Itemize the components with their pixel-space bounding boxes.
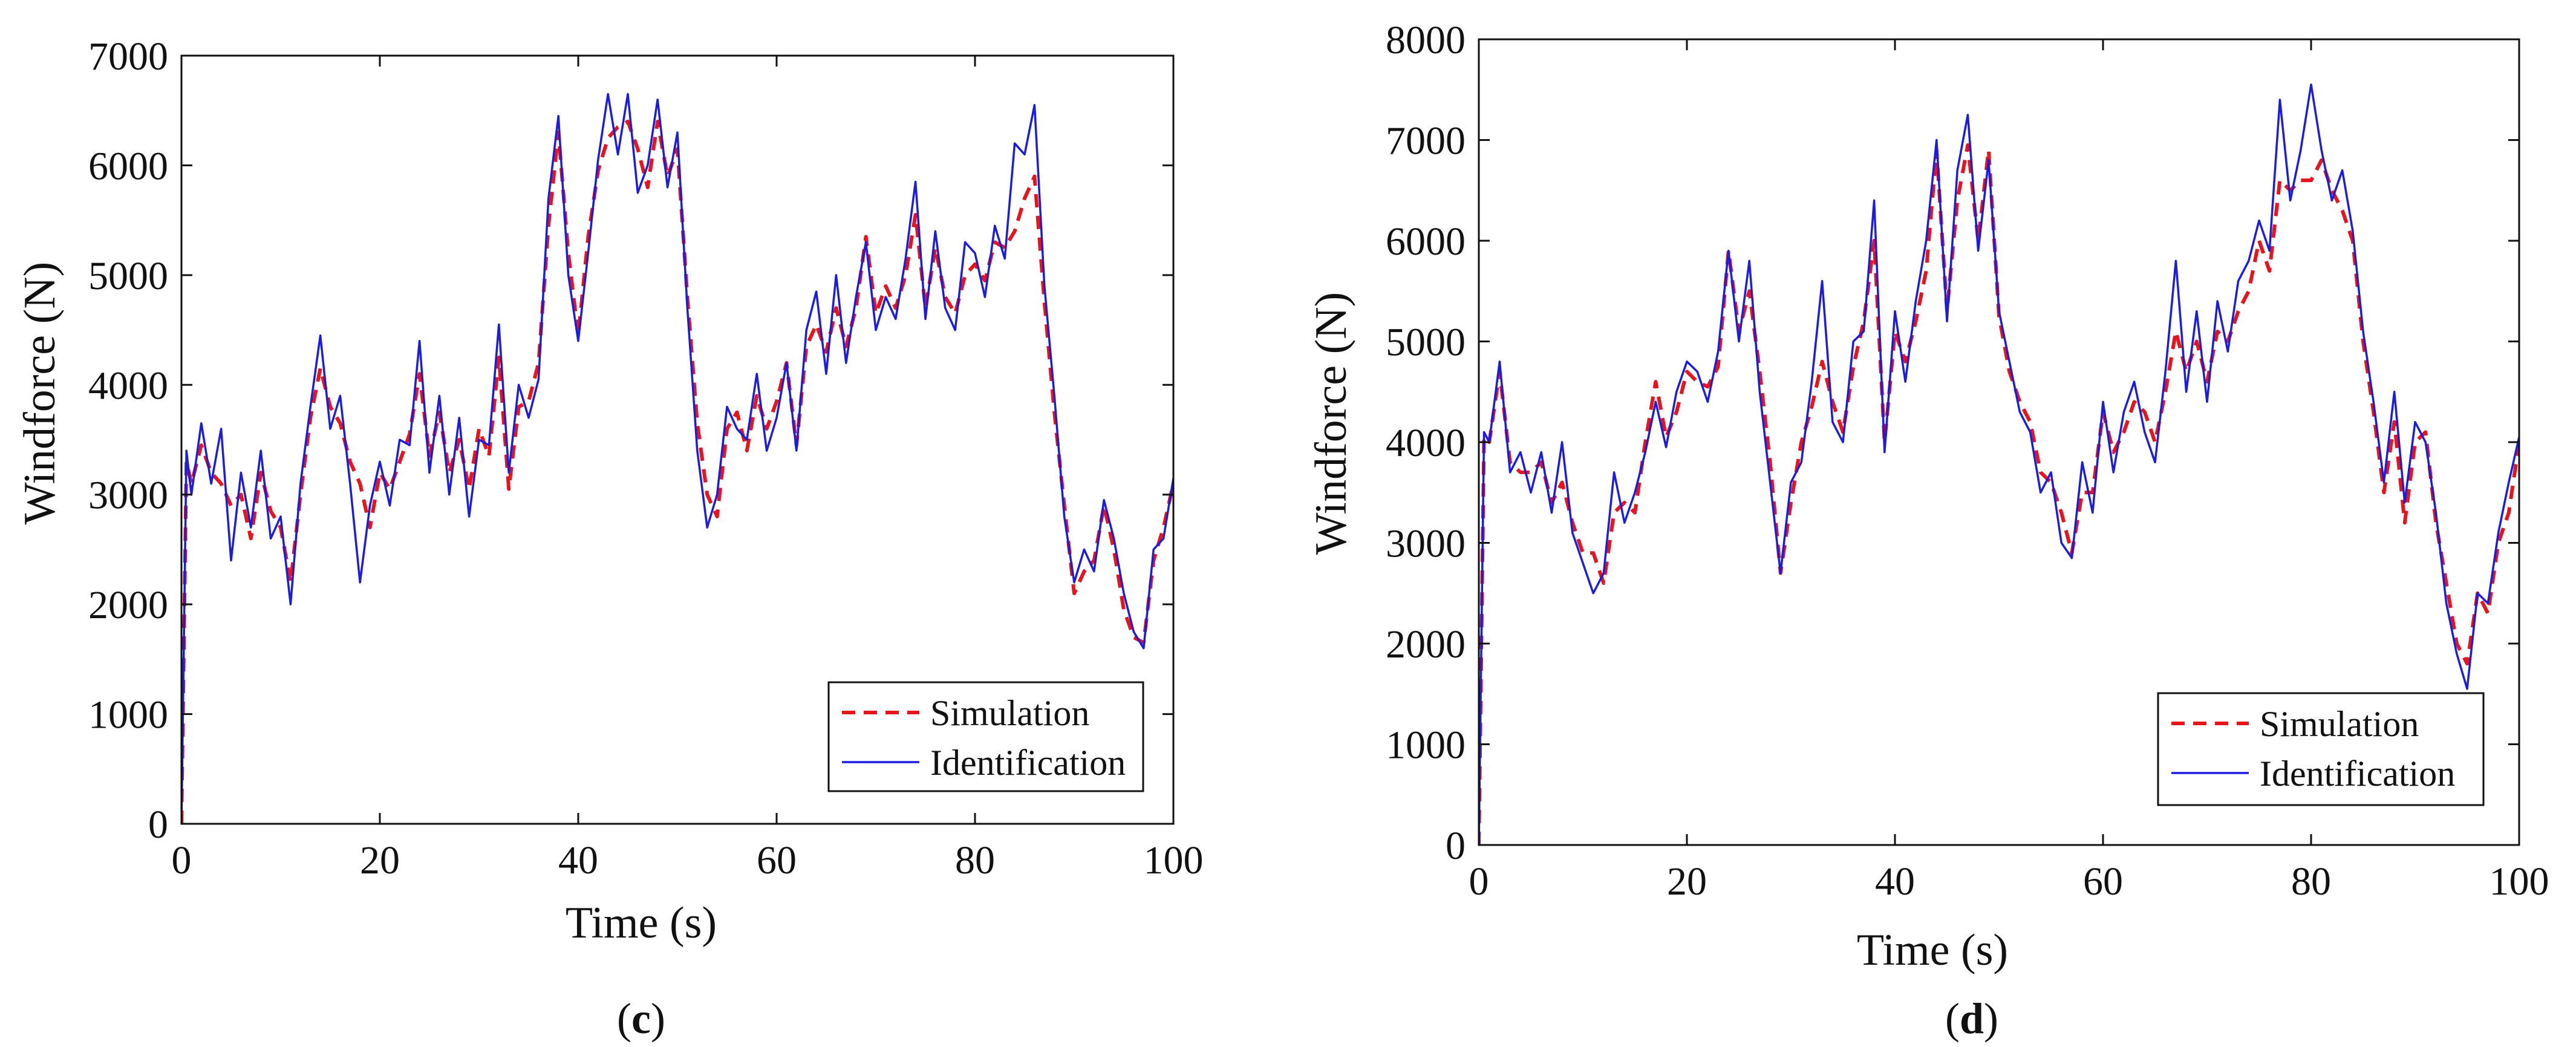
legend-label-simulation-c: Simulation [930, 693, 1089, 733]
y-axis-label-c: Windforce (N) [15, 262, 65, 525]
legend-c: Simulation Identification [827, 681, 1144, 792]
panel-letter-c: c [631, 994, 651, 1043]
y-tick-label-d: 5000 [1386, 321, 1466, 365]
x-tick-label-c: 20 [360, 838, 400, 882]
x-axis-label-d: Time (s) [1857, 925, 2008, 975]
y-tick-label-d: 3000 [1386, 522, 1466, 566]
y-tick-label-c: 3000 [88, 474, 168, 518]
x-tick-label-c: 60 [757, 838, 797, 882]
plot-area-d: 0 20 40 60 80 1000100020003000400050006000700… [1386, 18, 2549, 904]
y-tick-label-c: 7000 [88, 34, 168, 79]
series-line-simulation-d [1479, 143, 2519, 845]
y-tick-label-d: 1000 [1386, 723, 1466, 768]
x-tick-label-d: 20 [1667, 859, 1707, 904]
y-tick-label-c: 0 [148, 803, 168, 847]
y-tick-label-d: 8000 [1386, 18, 1466, 62]
legend-label-identification-c: Identification [930, 743, 1126, 783]
panel-label-c: (c) [617, 994, 665, 1043]
panel-label-d: (d) [1945, 994, 1998, 1043]
y-tick-label-d: 2000 [1386, 622, 1466, 667]
x-tick-label-d: 80 [2291, 859, 2331, 904]
y-tick-label-c: 4000 [88, 364, 168, 408]
legend-box-c [827, 681, 1144, 792]
plot-area-c: 0 20 40 60 80 1000100020003000400050006000700… [88, 34, 1204, 882]
x-tick-label-c: 100 [1144, 838, 1204, 882]
y-axis-label-d: Windforce (N) [1306, 292, 1356, 555]
series-line-identification-c [181, 93, 1173, 824]
x-tick-label-c: 40 [558, 838, 598, 882]
x-tick-label-d: 100 [2490, 859, 2549, 904]
x-tick-label-c: 0 [172, 838, 192, 882]
chart-panel-d: 0 20 40 60 80 1000100020003000400050006000700… [1306, 18, 2549, 1043]
y-tick-label-d: 7000 [1386, 119, 1466, 163]
axes-box-c [180, 54, 1175, 825]
panel-letter-d: d [1960, 994, 1984, 1043]
x-axis-label-c: Time (s) [566, 898, 717, 948]
y-tick-label-c: 2000 [88, 583, 168, 627]
y-tick-label-d: 4000 [1386, 421, 1466, 465]
legend-d: Simulation Identification [2157, 692, 2485, 806]
legend-label-simulation-d: Simulation [2260, 704, 2419, 744]
y-tick-label-d: 6000 [1386, 220, 1466, 264]
x-tick-label-d: 60 [2083, 859, 2123, 904]
legend-box-d [2157, 692, 2485, 806]
y-tick-label-c: 6000 [88, 144, 168, 188]
y-tick-label-c: 1000 [88, 693, 168, 737]
x-tick-label-d: 40 [1875, 859, 1915, 904]
y-tick-label-c: 5000 [88, 254, 168, 298]
x-tick-label-d: 0 [1469, 859, 1489, 904]
legend-label-identification-d: Identification [2260, 754, 2455, 794]
chart-panel-c: 0 20 40 60 80 1000100020003000400050006000700… [15, 34, 1204, 1043]
x-tick-label-c: 80 [955, 838, 995, 882]
series-group-d [1479, 83, 2519, 845]
y-tick-label-d: 0 [1446, 824, 1466, 868]
series-line-identification-d [1479, 83, 2519, 845]
series-group-c [181, 93, 1173, 824]
